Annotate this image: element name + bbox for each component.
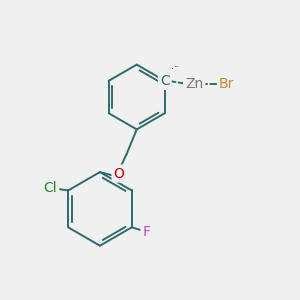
Text: Br: Br: [219, 77, 234, 91]
Text: Cl: Cl: [44, 181, 57, 194]
Text: C: C: [160, 74, 170, 88]
Text: O: O: [114, 167, 124, 181]
Text: Zn: Zn: [185, 77, 203, 91]
Text: ·⁻: ·⁻: [171, 64, 179, 74]
Text: F: F: [142, 225, 151, 239]
